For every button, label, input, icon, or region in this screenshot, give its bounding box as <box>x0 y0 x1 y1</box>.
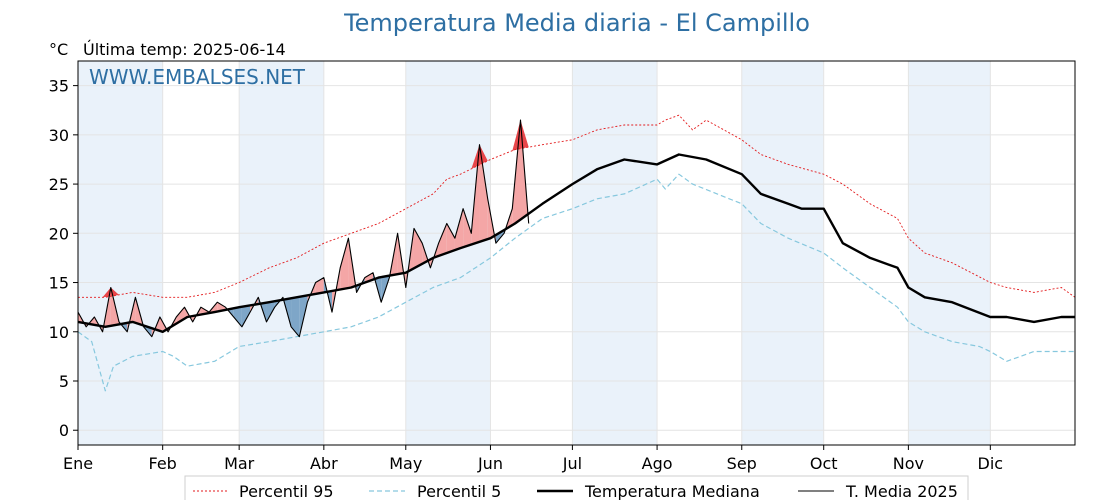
y-tick-label-0: 0 <box>59 421 69 440</box>
y-tick-label-20: 20 <box>49 224 69 243</box>
series-lines <box>77 114 1076 392</box>
unit-label: °C <box>49 40 68 59</box>
x-tick-label-jun: Jun <box>477 454 503 473</box>
plot-frame <box>77 60 1076 446</box>
x-tick-label-abr: Abr <box>310 454 338 473</box>
fill-above-median <box>397 233 406 288</box>
month-band-jul <box>572 61 658 445</box>
x-tick-label-may: May <box>389 454 422 473</box>
fill-above-median <box>454 208 464 251</box>
series-line-p95 <box>78 114 1076 298</box>
legend-p5-label: Percentil 5 <box>417 482 501 500</box>
x-tick-label-mar: Mar <box>224 454 255 473</box>
last-update-label: Última temp: 2025-06-14 <box>83 40 286 59</box>
fill-above-median <box>413 228 423 269</box>
x-tick-label-dic: Dic <box>978 454 1004 473</box>
series-line-p5 <box>77 173 1075 392</box>
legend-current-label: T. Media 2025 <box>845 482 958 500</box>
fill-above-median <box>463 208 472 248</box>
y-tick-label-10: 10 <box>49 323 69 342</box>
fill-below-median <box>233 306 242 327</box>
chart-title: Temperatura Media diaria - El Campillo <box>343 9 810 37</box>
x-tick-label-ene: Ene <box>63 454 93 473</box>
month-band-ene <box>78 61 163 445</box>
x-tick-label-ago: Ago <box>642 454 673 473</box>
y-tick-label-25: 25 <box>49 175 69 194</box>
x-tick-label-oct: Oct <box>810 454 838 473</box>
month-band-nov <box>908 61 991 445</box>
fill-above-median <box>438 223 447 256</box>
legend-p95-label: Percentil 95 <box>239 482 334 500</box>
legend-median-label: Temperatura Mediana <box>584 482 760 500</box>
fill-below-median <box>241 305 251 327</box>
month-band-mar <box>239 61 324 445</box>
legend: Percentil 95 Percentil 5 Temperatura Med… <box>184 475 969 500</box>
y-axis: 0 5 10 15 20 25 30 35 <box>49 77 78 440</box>
y-tick-label-35: 35 <box>49 77 69 96</box>
fill-above-p95 <box>102 287 111 298</box>
fill-below-median <box>266 301 275 322</box>
watermark: WWW.EMBALSES.NET <box>89 65 306 89</box>
month-band-sep <box>741 61 824 445</box>
legend-box <box>184 475 969 500</box>
x-tick-label-nov: Nov <box>893 454 924 473</box>
x-axis: Ene Feb Mar Abr May Jun Jul Ago Sep Oct Nov Dic <box>63 445 1003 473</box>
fill-above-median <box>479 144 488 242</box>
month-bands <box>78 61 991 445</box>
x-tick-label-feb: Feb <box>149 454 177 473</box>
fill-above-median <box>446 223 455 253</box>
y-tick-label-30: 30 <box>49 126 69 145</box>
fill-below-median <box>291 296 300 337</box>
y-tick-label-15: 15 <box>49 274 69 293</box>
x-tick-label-sep: Sep <box>727 454 757 473</box>
fill-above-median <box>340 238 349 290</box>
x-tick-label-jul: Jul <box>562 454 582 473</box>
y-tick-label-5: 5 <box>59 372 69 391</box>
series-line-current <box>77 119 530 338</box>
